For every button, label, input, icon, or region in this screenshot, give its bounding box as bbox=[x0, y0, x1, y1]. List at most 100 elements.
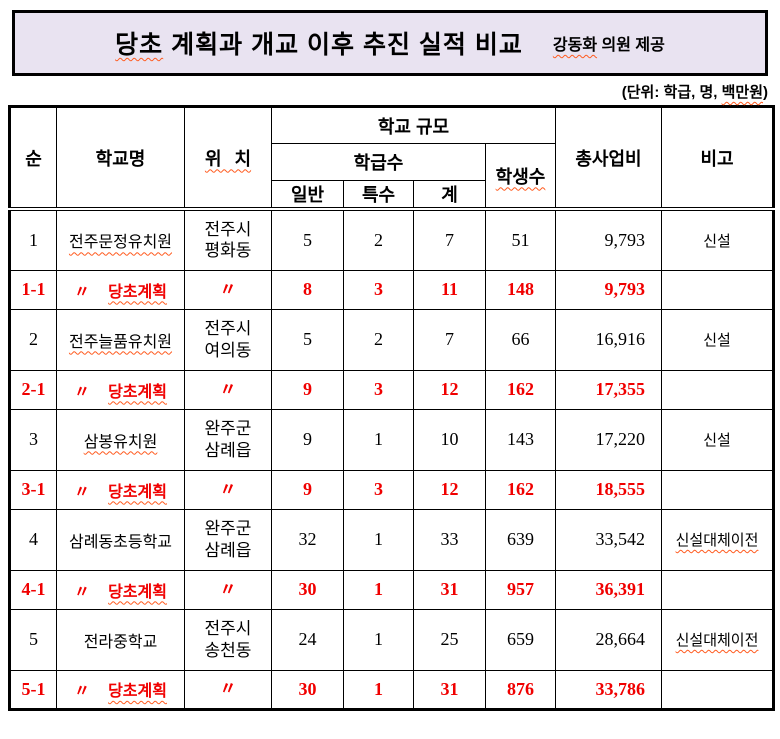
location-line: 삼례읍 bbox=[204, 440, 252, 460]
ditto-mark: 〃 bbox=[74, 383, 91, 401]
col-header-students: 학생수 bbox=[485, 143, 556, 210]
total-classes-cell: 12 bbox=[413, 469, 486, 510]
school-name-cell: 〃 당초계획 bbox=[56, 369, 185, 410]
col-header-cost: 총사업비 bbox=[555, 106, 662, 210]
ditto-mark: 〃 bbox=[74, 583, 91, 601]
special-classes-cell: 1 bbox=[343, 608, 414, 671]
plan-row: 1-1 〃 당초계획 〃 8 3 11 148 9,793 bbox=[9, 269, 774, 310]
page-title-rest: 계획과 개교 이후 추진 실적 비교 bbox=[163, 31, 523, 59]
note-cell bbox=[661, 369, 774, 410]
special-classes-cell: 1 bbox=[343, 408, 414, 471]
location-line: 평화동 bbox=[204, 241, 252, 261]
school-name-cell: 〃 당초계획 bbox=[56, 669, 185, 710]
school-name: 삼봉유치원 bbox=[83, 433, 158, 451]
students-cell: 162 bbox=[485, 369, 556, 410]
plan-row: 2-1 〃 당초계획 〃 9 3 12 162 17,355 bbox=[9, 369, 774, 410]
row-number-cell: 5 bbox=[9, 608, 57, 671]
plan-row: 4-1 〃 당초계획 〃 30 1 31 957 36,391 bbox=[9, 569, 774, 610]
table-header: 순 학교명 위 치 학교 규모 총사업비 비고 학급수 학생수 일반 특수 계 bbox=[9, 106, 774, 210]
col-header-classes-group: 학급수 bbox=[271, 143, 486, 181]
general-classes-cell: 5 bbox=[271, 207, 344, 271]
location-line: 〃 bbox=[219, 479, 237, 499]
note-cell bbox=[661, 269, 774, 310]
note-text: 신설 bbox=[703, 433, 731, 449]
total-cost-cell: 9,793 bbox=[555, 207, 662, 271]
total-cost-cell: 33,786 bbox=[555, 669, 662, 710]
total-cost-cell: 17,220 bbox=[555, 408, 662, 471]
students-cell: 66 bbox=[485, 308, 556, 371]
school-name: 당초계획 bbox=[108, 683, 167, 700]
plan-row: 5-1 〃 당초계획 〃 30 1 31 876 33,786 bbox=[9, 669, 774, 710]
total-classes-cell: 11 bbox=[413, 269, 486, 310]
row-number-cell: 2 bbox=[9, 308, 57, 371]
special-classes-cell: 3 bbox=[343, 369, 414, 410]
row-number-cell: 4-1 bbox=[9, 569, 57, 610]
students-cell: 876 bbox=[485, 669, 556, 710]
comparison-table: 순 학교명 위 치 학교 규모 총사업비 비고 학급수 학생수 일반 특수 계 … bbox=[8, 105, 775, 711]
school-name-cell: 삼봉유치원 bbox=[56, 408, 185, 471]
location-cell: 〃 bbox=[184, 669, 272, 710]
ditto-mark: 〃 bbox=[74, 683, 91, 700]
school-row: 5 전라중학교 전주시 송천동 24 1 25 659 28,664 신설대체이전 bbox=[9, 608, 774, 671]
col-header-location-label: 위 치 bbox=[204, 148, 252, 169]
school-name-cell: 〃 당초계획 bbox=[56, 469, 185, 510]
students-cell: 659 bbox=[485, 608, 556, 671]
total-cost-cell: 18,555 bbox=[555, 469, 662, 510]
location-cell: 완주군 삼례읍 bbox=[184, 408, 272, 471]
total-cost-cell: 36,391 bbox=[555, 569, 662, 610]
location-line: 〃 bbox=[219, 279, 237, 299]
location-line: 전주시 bbox=[204, 619, 252, 639]
plan-row: 3-1 〃 당초계획 〃 9 3 12 162 18,555 bbox=[9, 469, 774, 510]
general-classes-cell: 8 bbox=[271, 269, 344, 310]
col-header-special: 특수 bbox=[343, 180, 414, 210]
note-text: 신설대체이전 bbox=[675, 533, 759, 549]
school-row: 2 전주늘품유치원 전주시 여의동 5 2 7 66 16,916 신설 bbox=[9, 308, 774, 371]
note-cell bbox=[661, 569, 774, 610]
location-cell: 〃 bbox=[184, 469, 272, 510]
note-cell: 신설 bbox=[661, 408, 774, 471]
unit-note: (단위: 학급, 명, 백만원) bbox=[0, 81, 768, 102]
special-classes-cell: 2 bbox=[343, 308, 414, 371]
location-line: 송천동 bbox=[204, 640, 252, 660]
note-text: 신설 bbox=[703, 233, 731, 250]
general-classes-cell: 30 bbox=[271, 669, 344, 710]
students-cell: 143 bbox=[485, 408, 556, 471]
total-cost-cell: 17,355 bbox=[555, 369, 662, 410]
location-cell: 전주시 여의동 bbox=[184, 308, 272, 371]
location-cell: 〃 bbox=[184, 569, 272, 610]
total-cost-cell: 28,664 bbox=[555, 608, 662, 671]
page-title-emphasis: 당초 bbox=[115, 31, 164, 59]
location-line: 〃 bbox=[219, 579, 237, 599]
note-cell bbox=[661, 669, 774, 710]
school-name: 전라중학교 bbox=[83, 633, 158, 651]
school-name-cell: 삼례동초등학교 bbox=[56, 508, 185, 571]
special-classes-cell: 1 bbox=[343, 669, 414, 710]
students-cell: 162 bbox=[485, 469, 556, 510]
note-cell: 신설대체이전 bbox=[661, 608, 774, 671]
school-name: 전주늘품유치원 bbox=[68, 333, 173, 351]
location-line: 삼례읍 bbox=[204, 540, 252, 560]
students-cell: 639 bbox=[485, 508, 556, 571]
ditto-mark: 〃 bbox=[74, 283, 91, 301]
total-cost-cell: 9,793 bbox=[555, 269, 662, 310]
note-text: 신설대체이전 bbox=[675, 633, 759, 649]
special-classes-cell: 3 bbox=[343, 269, 414, 310]
row-number-cell: 4 bbox=[9, 508, 57, 571]
col-header-students-label: 학생수 bbox=[495, 166, 546, 187]
school-name: 전주문정유치원 bbox=[68, 234, 173, 252]
row-number-cell: 5-1 bbox=[9, 669, 57, 710]
location-line: 전주시 bbox=[204, 220, 252, 239]
location-cell: 〃 bbox=[184, 369, 272, 410]
school-row: 1 전주문정유치원 전주시 평화동 5 2 7 51 9,793 신설 bbox=[9, 207, 774, 271]
col-header-sum: 계 bbox=[413, 180, 486, 210]
students-cell: 148 bbox=[485, 269, 556, 310]
total-classes-cell: 33 bbox=[413, 508, 486, 571]
school-name: 삼례동초등학교 bbox=[68, 533, 173, 551]
title-credit: 강동화 의원 제공 bbox=[553, 31, 665, 55]
col-header-school: 학교명 bbox=[56, 106, 185, 210]
special-classes-cell: 2 bbox=[343, 207, 414, 271]
unit-note-pre: (단위: 학급, 명, bbox=[621, 84, 722, 101]
note-cell: 신설대체이전 bbox=[661, 508, 774, 571]
row-number-cell: 2-1 bbox=[9, 369, 57, 410]
total-classes-cell: 31 bbox=[413, 569, 486, 610]
